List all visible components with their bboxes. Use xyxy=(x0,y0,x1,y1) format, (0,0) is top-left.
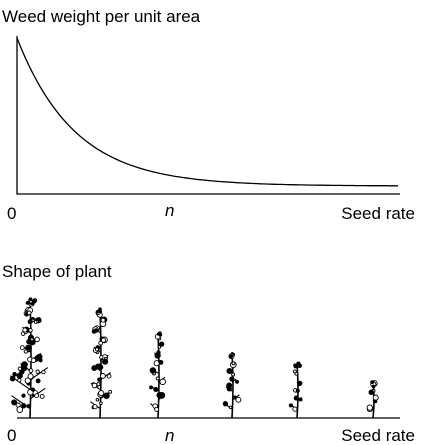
leaf xyxy=(154,387,158,391)
marker-label: n xyxy=(165,426,174,445)
leaf xyxy=(156,377,159,380)
leaf xyxy=(22,362,28,368)
leaf xyxy=(42,370,45,373)
leaf xyxy=(154,361,159,366)
leaf xyxy=(298,382,302,386)
figure: Weed weight per unit area 0 n Seed rate … xyxy=(0,0,421,445)
leaf xyxy=(27,339,32,344)
leaf xyxy=(27,311,31,315)
leaf xyxy=(34,321,37,324)
leaf xyxy=(159,333,163,337)
axis-label: Seed rate xyxy=(341,204,415,223)
leaf xyxy=(35,337,40,342)
leaf xyxy=(28,374,33,379)
leaf xyxy=(223,402,227,406)
leaf xyxy=(297,364,301,368)
panel-title: Weed weight per unit area xyxy=(2,7,201,26)
leaf xyxy=(155,353,160,358)
leaf xyxy=(229,355,233,359)
leaf xyxy=(24,350,27,353)
marker-label: n xyxy=(165,201,174,220)
leaf xyxy=(13,373,17,377)
leaf xyxy=(100,356,103,359)
leaf xyxy=(100,402,103,405)
leaf xyxy=(40,394,44,398)
leaf xyxy=(102,338,106,342)
leaf xyxy=(35,355,40,360)
leaf xyxy=(98,310,102,314)
leaf xyxy=(36,370,39,373)
leaf xyxy=(27,346,32,351)
leaf xyxy=(95,348,98,351)
leaf xyxy=(22,394,25,397)
leaf xyxy=(299,398,302,401)
leaf xyxy=(98,378,102,382)
leaf xyxy=(28,320,32,324)
leaf xyxy=(155,407,159,411)
leaf xyxy=(294,396,298,400)
leaf xyxy=(99,391,104,396)
leaf xyxy=(109,390,112,393)
leaf xyxy=(97,383,100,386)
leaf xyxy=(157,393,162,398)
leaf xyxy=(150,386,153,389)
leaf xyxy=(27,301,31,305)
leaf xyxy=(10,376,15,381)
leaf xyxy=(104,393,110,399)
leaf xyxy=(374,400,377,403)
leaf xyxy=(289,404,292,407)
leaf xyxy=(232,373,235,376)
leaf xyxy=(12,400,17,405)
leaf xyxy=(101,374,106,379)
leaf xyxy=(96,399,99,402)
leaf xyxy=(293,370,296,373)
leaf xyxy=(369,390,374,395)
leaf xyxy=(101,318,105,322)
leaf xyxy=(18,379,21,382)
leaf xyxy=(160,342,164,346)
leaf xyxy=(36,379,40,383)
leaf xyxy=(35,394,39,398)
leaf xyxy=(372,385,376,389)
leaf xyxy=(236,397,241,402)
leaf xyxy=(371,380,375,384)
leaf xyxy=(227,368,232,373)
leaf xyxy=(107,374,111,378)
leaf xyxy=(20,346,24,350)
leaf xyxy=(160,379,166,385)
origin-label: 0 xyxy=(7,204,16,223)
leaf xyxy=(23,328,27,332)
leaf xyxy=(29,329,33,333)
leaf xyxy=(94,329,98,333)
leaf xyxy=(22,404,26,408)
leaf xyxy=(227,387,231,391)
leaf xyxy=(293,407,297,411)
leaf xyxy=(159,360,163,364)
leaf xyxy=(92,366,97,371)
leaf xyxy=(150,368,156,374)
leaf xyxy=(373,395,378,400)
leaf xyxy=(103,359,108,364)
leaf xyxy=(31,388,34,391)
axes xyxy=(17,36,400,194)
leaf xyxy=(367,405,372,410)
leaf xyxy=(232,362,235,365)
leaf xyxy=(29,297,33,301)
leaf xyxy=(293,364,297,368)
axis-label: Seed rate xyxy=(341,426,415,445)
origin-label: 0 xyxy=(7,426,16,445)
leaf xyxy=(93,405,97,409)
leaf xyxy=(296,389,299,392)
leaf xyxy=(230,377,234,381)
curve xyxy=(17,38,398,186)
leaf xyxy=(236,380,239,383)
panel-title: Shape of plant xyxy=(2,262,112,281)
leaf xyxy=(27,405,30,408)
leaf xyxy=(92,383,97,388)
plants xyxy=(10,297,378,418)
leaf xyxy=(97,364,102,369)
leaf xyxy=(229,406,232,409)
leaf xyxy=(20,370,24,374)
